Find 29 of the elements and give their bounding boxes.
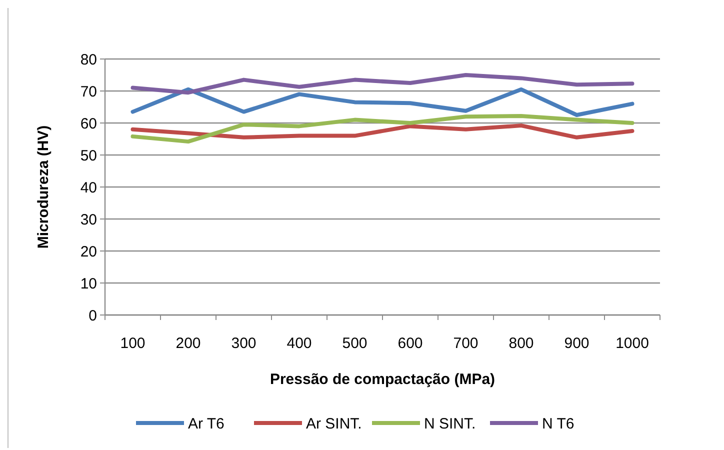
x-tick-label: 700 bbox=[453, 335, 478, 352]
x-axis-title: Pressão de compactação (MPa) bbox=[270, 371, 496, 388]
y-tick-label: 60 bbox=[80, 115, 97, 132]
x-tick-label: 300 bbox=[231, 335, 256, 352]
x-tick-label: 400 bbox=[286, 335, 312, 352]
x-tick-label: 100 bbox=[120, 335, 146, 352]
legend-label: Ar T6 bbox=[188, 415, 224, 432]
line-series bbox=[130, 87, 634, 117]
x-tick-label: 200 bbox=[176, 335, 201, 352]
x-tick-label: 500 bbox=[342, 335, 368, 352]
x-tick-label: 800 bbox=[508, 335, 534, 352]
line-series bbox=[130, 124, 634, 140]
y-tick-label: 0 bbox=[88, 307, 97, 324]
x-tick-label: 1000 bbox=[616, 335, 649, 352]
y-tick-label: 50 bbox=[80, 147, 97, 164]
legend-label: N T6 bbox=[542, 415, 574, 432]
y-tick-label: 30 bbox=[80, 211, 97, 228]
y-tick-label: 70 bbox=[80, 83, 97, 100]
legend-label: Ar SINT. bbox=[306, 415, 362, 432]
y-tick-label: 20 bbox=[80, 243, 97, 260]
x-tick-label: 600 bbox=[398, 335, 423, 352]
legend-label: N SINT. bbox=[424, 415, 476, 432]
line-series bbox=[130, 114, 634, 144]
y-tick-label: 10 bbox=[80, 275, 97, 292]
y-tick-label: 80 bbox=[80, 51, 97, 68]
y-axis-title: Microdureza (HV) bbox=[35, 125, 52, 249]
x-tick-label: 900 bbox=[564, 335, 590, 352]
y-tick-label: 40 bbox=[80, 179, 97, 196]
line-series bbox=[130, 73, 634, 95]
